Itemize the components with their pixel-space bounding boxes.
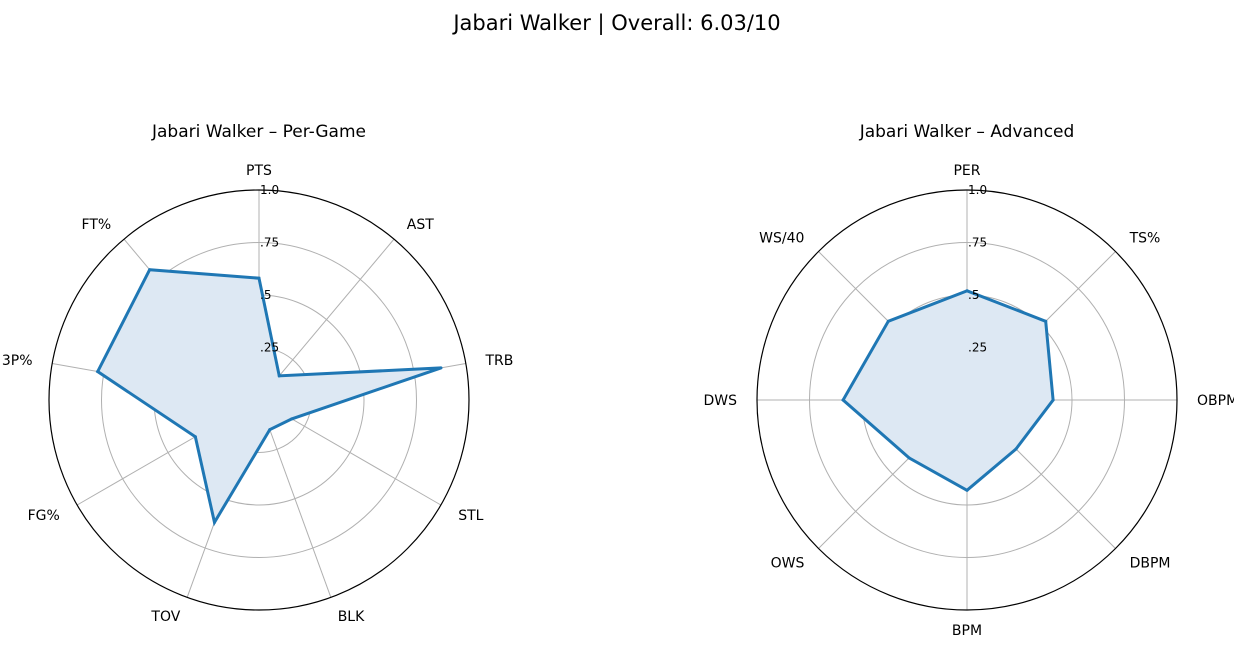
category-label-blk: BLK [338,609,365,625]
data-point-dbpm [1014,447,1018,451]
data-point-tov [212,520,216,524]
category-label-ows: OWS [771,556,805,572]
category-label-3p-pct: 3P% [2,353,33,369]
category-label-ts-pct: TS% [1129,230,1161,246]
data-point-dws [841,398,845,402]
figure-title: Jabari Walker | Overall: 6.03/10 [451,11,780,36]
outer-frame [48,189,470,611]
radial-tick-label: 1.0 [260,183,279,197]
data-point-3p-pct [96,370,100,374]
data-point-obpm [1051,398,1055,402]
grid-spoke [258,238,395,401]
radial-tick-label: .25 [260,341,279,355]
data-point-ws-40 [886,319,890,323]
radial-tick-label: .5 [968,288,979,302]
category-label-ws-40: WS/40 [759,230,804,246]
data-point-ows [907,456,911,460]
series-line [95,268,442,527]
series-fill [843,290,1054,491]
radar-advanced-title: Jabari Walker – Advanced [859,122,1075,142]
radar-per-game: Jabari Walker – Per-Game .25 .5 .75 1.0 PTS A… [2,122,514,625]
category-label-fg-pct: FG% [28,508,60,524]
radial-tick-label: .5 [260,288,271,302]
data-point-pts [257,276,261,280]
data-point-ast [277,374,281,378]
data-point-fg-pct [193,435,197,439]
outer-frame [756,189,1178,611]
data-point-blk [268,428,272,432]
radar-advanced: Jabari Walker – Advanced .25 .5 .75 1.0 PER T… [703,122,1234,639]
category-label-ast: AST [407,217,434,233]
data-point-per [965,289,969,293]
category-label-per: PER [953,163,980,179]
data-point-stl [290,417,294,421]
radial-tick-label: .25 [968,341,987,355]
radial-tick-label: .75 [968,236,987,250]
category-label-dbpm: DBPM [1130,556,1171,572]
radial-tick-label: 1.0 [968,183,987,197]
category-label-dws: DWS [703,393,737,409]
series-fill [97,269,441,523]
data-point-bpm [965,488,969,492]
category-label-ft-pct: FT% [82,217,112,233]
data-point-ft-pct [148,268,152,272]
radial-tick-label: .75 [260,236,279,250]
category-label-stl: STL [458,508,483,524]
data-point-ts-pct [1044,319,1048,323]
category-label-pts: PTS [246,163,272,179]
category-label-tov: TOV [150,609,180,625]
data-point-trb [439,366,443,370]
category-label-obpm: OBPM [1197,393,1234,409]
category-label-trb: TRB [485,353,514,369]
radar-per-game-title: Jabari Walker – Per-Game [151,122,366,142]
category-label-bpm: BPM [952,623,982,639]
grid-spoke [258,399,332,598]
